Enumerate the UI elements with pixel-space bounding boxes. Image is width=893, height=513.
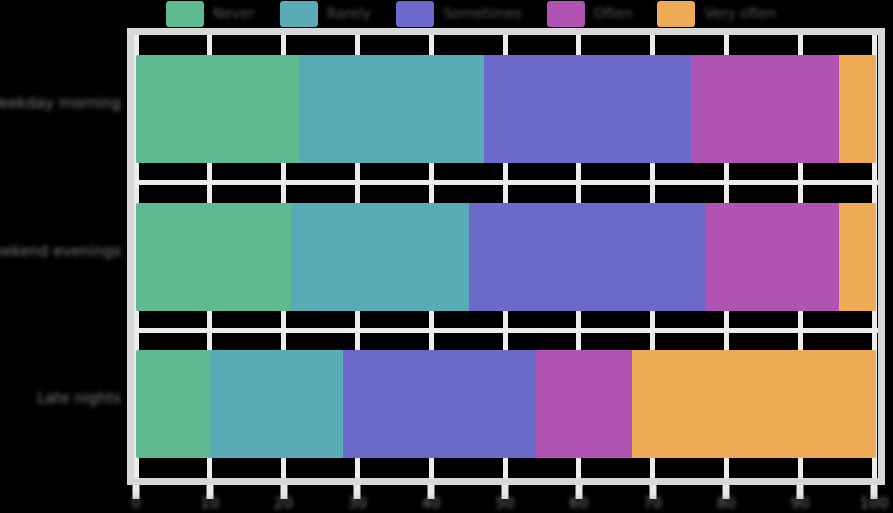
x-axis-tick-label: 10 xyxy=(200,494,220,512)
row-separator-gridline xyxy=(134,180,878,186)
x-axis-tick-label: 60 xyxy=(569,494,589,512)
x-axis-tick-label: 80 xyxy=(716,494,736,512)
x-axis-tick-label: 40 xyxy=(421,494,441,512)
legend-label: Never xyxy=(213,6,255,22)
bar-segment-sometimes xyxy=(468,202,706,311)
x-axis-tick-label: 0 xyxy=(131,494,141,512)
legend-item: Often xyxy=(546,1,633,27)
plot-area xyxy=(127,28,885,485)
x-axis-tick-label: 20 xyxy=(274,494,294,512)
bar-row xyxy=(136,54,876,163)
x-axis-tick xyxy=(870,485,878,499)
bar-segment-very-often xyxy=(838,54,876,163)
bar-segment-rarely xyxy=(298,54,484,163)
x-axis-tick xyxy=(649,485,657,499)
legend-label: Sometimes xyxy=(443,6,522,22)
x-axis-tick xyxy=(353,485,361,499)
legend-item: Never xyxy=(166,1,255,27)
bar-segment-sometimes xyxy=(343,350,536,459)
legend-label: Rarely xyxy=(326,6,371,22)
legend-label: Often xyxy=(593,6,633,22)
y-axis-label: Weekday morning xyxy=(0,93,121,112)
x-axis-tick-label: 70 xyxy=(643,494,663,512)
bar-segment-sometimes xyxy=(483,54,691,163)
legend-item: Rarely xyxy=(279,1,371,27)
bar-row xyxy=(136,350,876,459)
x-axis-tick-label: 50 xyxy=(495,494,515,512)
bar-segment-never xyxy=(136,202,292,311)
bar-segment-rarely xyxy=(210,350,344,459)
x-axis-tick-label: 100 xyxy=(859,494,889,512)
legend-label: Very often xyxy=(704,6,777,22)
bar-row xyxy=(136,202,876,311)
bar-segment-very-often xyxy=(838,202,876,311)
x-axis-tick xyxy=(206,485,214,499)
x-axis-tick xyxy=(575,485,583,499)
legend-item: Very often xyxy=(657,1,776,27)
bar-segment-often xyxy=(705,202,839,311)
x-axis-tick xyxy=(427,485,435,499)
x-axis-tick xyxy=(796,485,804,499)
x-axis-tick-label: 90 xyxy=(790,494,810,512)
bar-segment-rarely xyxy=(291,202,469,311)
x-axis-tick xyxy=(722,485,730,499)
legend-swatch-icon xyxy=(657,1,696,27)
bar-segment-very-often xyxy=(631,350,876,459)
x-axis-tick xyxy=(280,485,288,499)
x-axis-tick-label: 30 xyxy=(347,494,367,512)
legend-swatch-icon xyxy=(279,1,318,27)
x-axis-tick xyxy=(501,485,509,499)
legend-swatch-icon xyxy=(396,1,434,27)
row-separator-gridline xyxy=(134,327,878,333)
legend-item: Sometimes xyxy=(396,1,522,27)
x-axis-tick xyxy=(132,485,140,499)
legend: Never Rarely Sometimes Often Very often xyxy=(166,1,776,27)
bar-segment-never xyxy=(136,54,299,163)
legend-swatch-icon xyxy=(166,1,204,27)
y-axis-label: Late nights xyxy=(37,389,121,408)
bar-segment-never xyxy=(136,350,210,459)
y-axis-label: Weekend evenings xyxy=(0,241,121,260)
bar-segment-often xyxy=(535,350,632,459)
bar-segment-often xyxy=(690,54,839,163)
legend-swatch-icon xyxy=(546,1,585,27)
